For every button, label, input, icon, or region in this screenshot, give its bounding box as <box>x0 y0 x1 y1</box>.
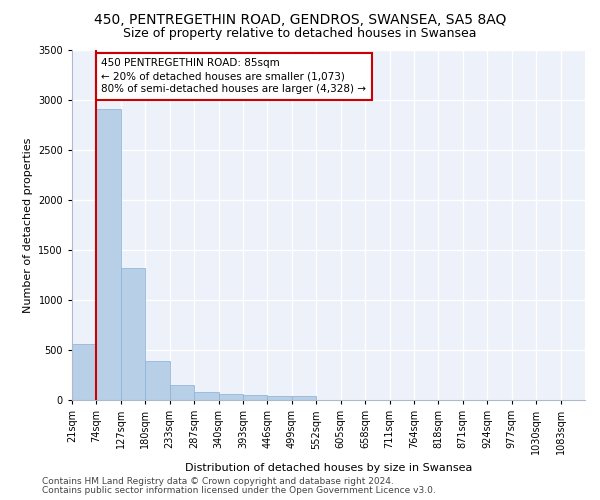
Text: 450 PENTREGETHIN ROAD: 85sqm
← 20% of detached houses are smaller (1,073)
80% of: 450 PENTREGETHIN ROAD: 85sqm ← 20% of de… <box>101 58 367 94</box>
Text: Size of property relative to detached houses in Swansea: Size of property relative to detached ho… <box>123 28 477 40</box>
Text: Contains HM Land Registry data © Crown copyright and database right 2024.: Contains HM Land Registry data © Crown c… <box>42 477 394 486</box>
Text: Contains public sector information licensed under the Open Government Licence v3: Contains public sector information licen… <box>42 486 436 495</box>
Bar <box>268 396 292 400</box>
Bar <box>292 396 316 400</box>
Text: 450, PENTREGETHIN ROAD, GENDROS, SWANSEA, SA5 8AQ: 450, PENTREGETHIN ROAD, GENDROS, SWANSEA… <box>94 12 506 26</box>
Bar <box>145 360 170 400</box>
Bar <box>72 344 97 400</box>
X-axis label: Distribution of detached houses by size in Swansea: Distribution of detached houses by size … <box>185 462 472 472</box>
Bar <box>170 384 194 400</box>
Bar <box>121 268 145 400</box>
Bar <box>97 109 121 400</box>
Bar <box>243 395 268 400</box>
Y-axis label: Number of detached properties: Number of detached properties <box>23 138 32 312</box>
Bar <box>218 394 243 400</box>
Bar <box>194 392 218 400</box>
